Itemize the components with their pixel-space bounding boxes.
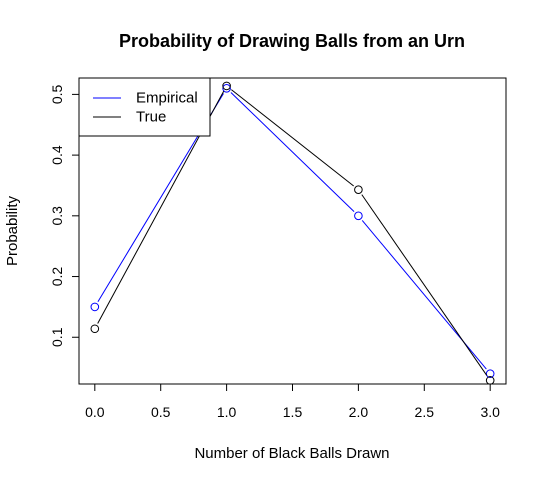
data-point [354,185,363,195]
legend-label: Empirical [136,90,198,107]
x-tick-label: 3.0 [480,404,500,420]
x-tick-label: 2.5 [415,404,435,420]
x-axis-label: Number of Black Balls Drawn [194,445,389,462]
data-point [90,302,100,312]
data-point [485,376,495,385]
series-segment [361,194,488,376]
x-tick-label: 1.5 [283,404,303,420]
data-point [485,369,495,378]
series-segment [230,92,355,213]
legend-box [78,77,211,137]
y-tick-label: 0.3 [49,206,65,226]
y-tick-label: 0.4 [49,145,65,165]
data-point [90,324,100,334]
x-tick-label: 2.0 [349,404,369,420]
data-point [222,84,231,93]
series-segment [361,220,487,370]
series-segment [231,89,354,187]
y-tick-label: 0.2 [49,267,65,287]
data-point [222,81,231,91]
data-point [354,211,363,221]
y-tick-label: 0.5 [49,84,65,104]
y-axis-label: Probability [4,195,21,266]
x-tick-label: 1.0 [217,404,237,420]
x-tick-label: 0.5 [151,404,171,420]
x-tick-label: 0.0 [85,404,105,420]
y-tick-label: 0.1 [49,327,65,347]
x-axis: 0.0 0.5 1.0 1.5 2.0 2.5 3.0 [85,383,500,420]
legend: Empirical True [78,77,211,137]
legend-label: True [136,109,166,126]
y-axis: 0.1 0.2 0.3 0.4 0.5 [49,84,80,347]
chart-title: Probability of Drawing Balls from an Urn [119,31,465,51]
